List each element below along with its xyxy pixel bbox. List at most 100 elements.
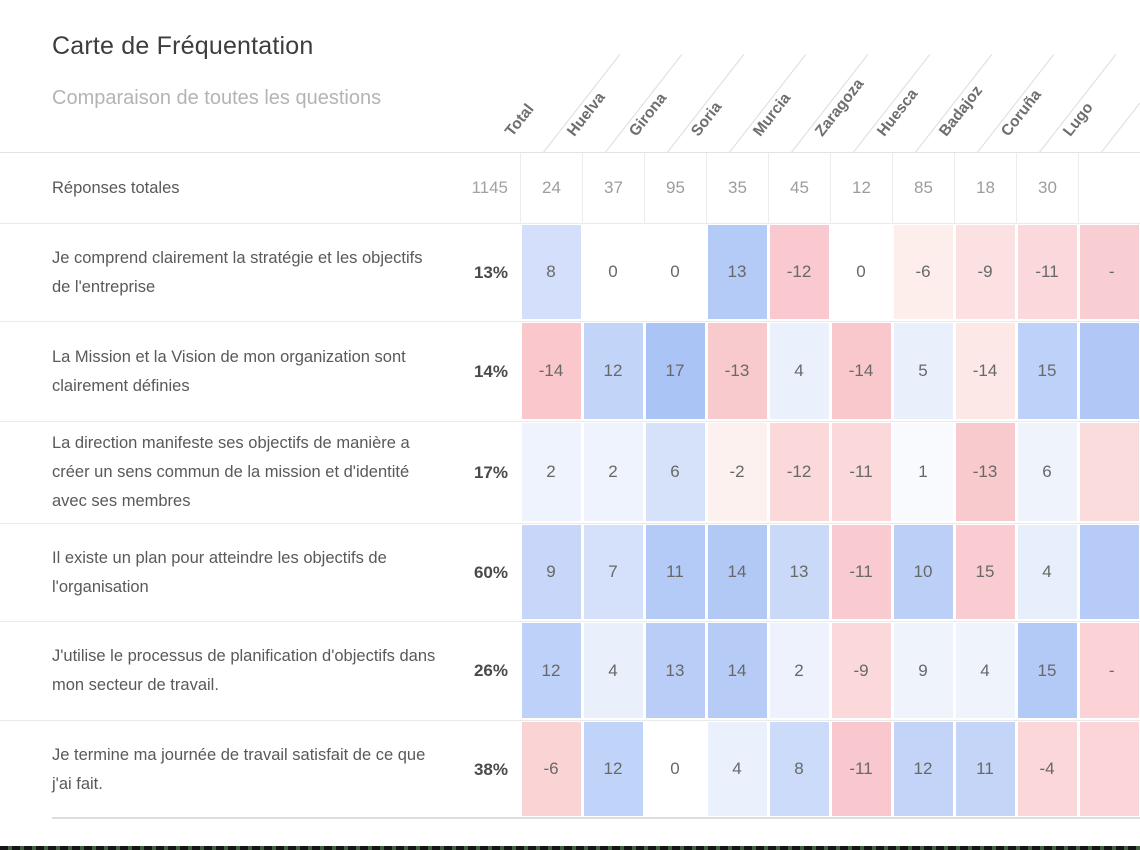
row-cells: 24 37 95 35 45 12 85 18 30	[520, 153, 1140, 223]
heatmap-cell-slot: -11	[830, 524, 892, 621]
heatmap-cell: 14	[707, 525, 767, 619]
heatmap-cell: 9	[893, 623, 953, 718]
heatmap-cell: 0	[583, 225, 643, 319]
heatmap-cell: 8	[521, 225, 581, 319]
heatmap-cell-slot: 17	[644, 322, 706, 421]
heatmap-cell-slot: 14	[706, 524, 768, 621]
heatmap-cell-slot: -13	[954, 422, 1016, 523]
heatmap-cell: 11	[955, 722, 1015, 816]
heatmap-cell-slot: 85	[892, 153, 954, 223]
heatmap-cell-slot: 12	[582, 721, 644, 818]
heatmap-cell: -14	[831, 323, 891, 419]
question-label: J'utilise le processus de planification …	[52, 647, 436, 694]
heatmap-cell: 7	[583, 525, 643, 619]
row-cells: 9 7 11 14 13 -11 10 15 4	[520, 524, 1140, 621]
table-row: Je comprend clairement la stratégie et l…	[0, 223, 1140, 321]
header-separator-line	[1101, 54, 1140, 153]
heatmap-cell-slot: -11	[830, 721, 892, 818]
heatmap-cell-slot: -13	[706, 322, 768, 421]
heatmap-cell: -11	[831, 722, 891, 816]
total-value: 13%	[473, 262, 508, 282]
heatmap-cell: 13	[707, 225, 767, 319]
bottom-content-edge	[0, 846, 1140, 850]
heatmap-cell: 13	[645, 623, 705, 718]
heatmap-cell-slot: 2	[520, 422, 582, 523]
heatmap-cell-slot: -14	[520, 322, 582, 421]
heatmap-cell-slot: 5	[892, 322, 954, 421]
heatmap-cell-slot: -6	[892, 224, 954, 321]
heatmap-cell-slot: 0	[644, 721, 706, 818]
heatmap-cell-slot	[1078, 721, 1140, 818]
table-row: La direction manifeste ses objectifs de …	[0, 421, 1140, 523]
heatmap-cell: -12	[769, 225, 829, 319]
column-header-lugo[interactable]: Lugo	[1060, 99, 1097, 140]
heatmap-cell	[1080, 154, 1139, 221]
heatmap-cell: 6	[645, 423, 705, 521]
heatmap-cell: 8	[769, 722, 829, 816]
heatmap-cell: 4	[955, 623, 1015, 718]
table-row: La Mission et la Vision de mon organizat…	[0, 321, 1140, 421]
heatmap-cell-slot: 9	[520, 524, 582, 621]
heatmap-cell: 12	[583, 722, 643, 816]
heatmap-cell: 9	[521, 525, 581, 619]
row-cells: 2 2 6 -2 -12 -11 1 -13 6	[520, 422, 1140, 523]
heatmap-cell: 18	[956, 154, 1015, 221]
heatmap-cell: 12	[583, 323, 643, 419]
heatmap-cell-slot: -12	[768, 224, 830, 321]
heatmap-cell: 14	[707, 623, 767, 718]
heatmap-cell-slot: 4	[1016, 524, 1078, 621]
heatmap-cell-slot: 2	[768, 622, 830, 720]
heatmap-cell-slot: -11	[830, 422, 892, 523]
heatmap-cell-slot: -12	[768, 422, 830, 523]
heatmap-cell-slot: 15	[954, 524, 1016, 621]
heatmap-cell-slot: 95	[644, 153, 706, 223]
heatmap-cell: 15	[1017, 623, 1077, 718]
heatmap-cell: 0	[645, 225, 705, 319]
heatmap-cell: 6	[1017, 423, 1077, 521]
question-label: Je termine ma journée de travail satisfa…	[52, 745, 426, 793]
heatmap-cell-slot: -	[1078, 622, 1140, 720]
heatmap-cell-slot: 4	[954, 622, 1016, 720]
row-cells: 8 0 0 13 -12 0 -6 -9 -11-	[520, 224, 1140, 321]
heatmap-cell	[1079, 722, 1139, 816]
heatmap-cell: -	[1079, 623, 1139, 718]
row-cells: -14 12 17 -13 4 -14 5 -14 15	[520, 322, 1140, 421]
heatmap-cell-slot: 9	[892, 622, 954, 720]
heatmap-cell: -9	[955, 225, 1015, 319]
heatmap-cell: -13	[707, 323, 767, 419]
column-header-zaragoza[interactable]: Zaragoza	[812, 75, 868, 140]
heatmap-cell-slot: 24	[520, 153, 582, 223]
heatmap-cell-slot: 12	[520, 622, 582, 720]
heatmap-cell-slot: -11	[1016, 224, 1078, 321]
heatmap-cell-slot: 15	[1016, 322, 1078, 421]
heatmap-cell-slot: 35	[706, 153, 768, 223]
heatmap-cell-slot: 13	[644, 622, 706, 720]
heatmap-cell: 85	[894, 154, 953, 221]
heatmap-cell-slot: 12	[892, 721, 954, 818]
heatmap-cell-slot	[1078, 322, 1140, 421]
heatmap-cell: 12	[893, 722, 953, 816]
heatmap-cell-slot: 30	[1016, 153, 1078, 223]
heatmap-cell-slot: 4	[582, 622, 644, 720]
heatmap-cell-slot: 6	[1016, 422, 1078, 523]
heatmap-cell: -12	[769, 423, 829, 521]
total-value: 14%	[473, 361, 508, 381]
column-header-soria[interactable]: Soria	[688, 98, 726, 140]
heatmap-cell: 95	[646, 154, 705, 221]
heatmap-cell: 4	[707, 722, 767, 816]
heatmap-cell: -6	[521, 722, 581, 816]
total-value: 38%	[473, 759, 508, 779]
heatmap-cell-slot: -9	[954, 224, 1016, 321]
heatmap-cell: -13	[955, 423, 1015, 521]
column-header-total[interactable]: Total	[502, 101, 538, 140]
heatmap-cell-slot: 12	[830, 153, 892, 223]
heatmap-cell: 15	[1017, 323, 1077, 419]
heatmap-cell-slot: 15	[1016, 622, 1078, 720]
heatmap-cell: 1	[893, 423, 953, 521]
question-label: Il existe un plan pour atteindre les obj…	[52, 548, 387, 596]
row-cells: 12 4 13 14 2 -9 9 4 15-	[520, 622, 1140, 720]
heatmap-cell-slot: -2	[706, 422, 768, 523]
heatmap-cell-slot: -6	[520, 721, 582, 818]
heatmap-table: Réponses totales 1145 24 37 95 35 45 12 85 18 30 Je…	[0, 152, 1140, 818]
heatmap-cell: -11	[831, 423, 891, 521]
